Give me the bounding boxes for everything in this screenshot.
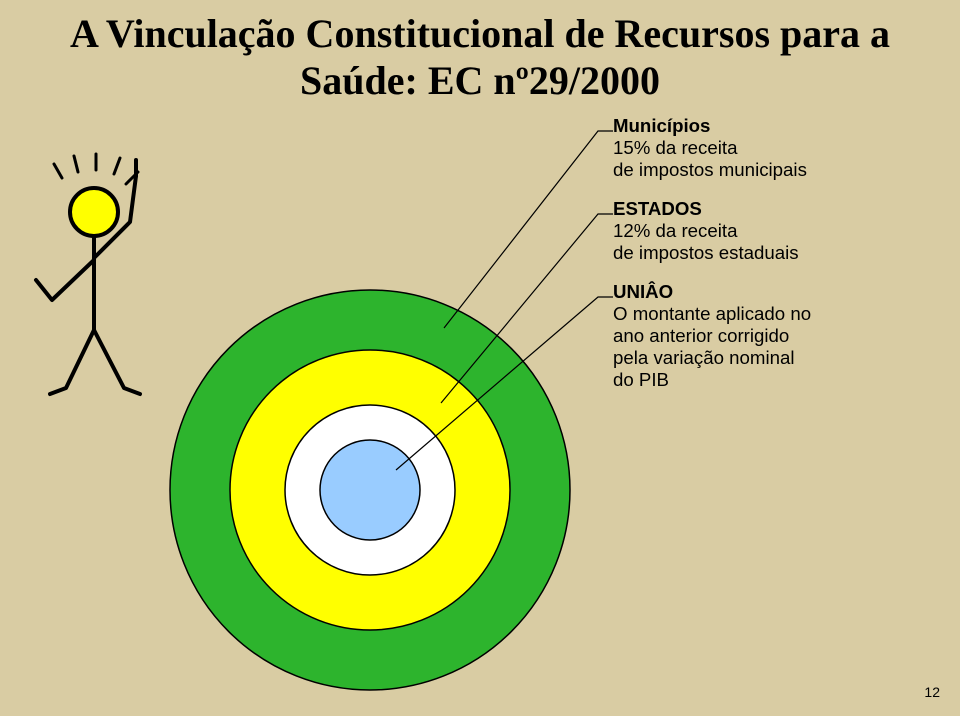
label-uniao: UNIÂO O montante aplicado noano anterior… xyxy=(613,281,811,391)
slide: A Vinculação Constitucional de Recursos … xyxy=(0,0,960,716)
label-estados: ESTADOS 12% da receitade impostos estadu… xyxy=(613,198,799,264)
label-municipios: Municípios 15% da receitade impostos mun… xyxy=(613,115,807,181)
label-municipios-head: Municípios xyxy=(613,115,807,137)
artwork-svg xyxy=(0,0,960,716)
label-uniao-head: UNIÂO xyxy=(613,281,811,303)
page-number: 12 xyxy=(924,684,940,700)
page-title: A Vinculação Constitucional de Recursos … xyxy=(0,10,960,104)
label-uniao-body: O montante aplicado noano anterior corri… xyxy=(613,303,811,391)
title-line-1: A Vinculação Constitucional de Recursos … xyxy=(70,11,890,56)
label-municipios-body: 15% da receitade impostos municipais xyxy=(613,137,807,181)
label-estados-body: 12% da receitade impostos estaduais xyxy=(613,220,799,264)
label-estados-head: ESTADOS xyxy=(613,198,799,220)
title-line-2: Saúde: EC nº29/2000 xyxy=(300,58,660,103)
